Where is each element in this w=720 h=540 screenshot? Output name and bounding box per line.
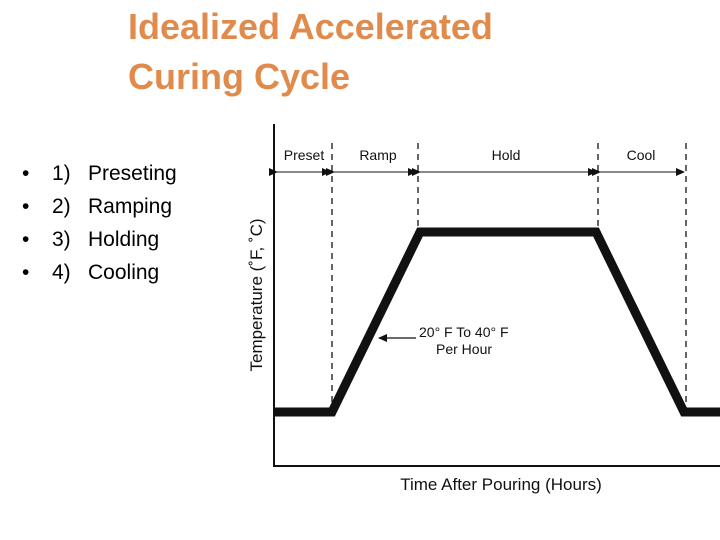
phase-label-cool: Cool — [627, 147, 656, 163]
curing-steps-list: • 1) Preseting • 2) Ramping • 3) Holding… — [22, 157, 177, 289]
curing-cycle-diagram: Preset Ramp Hold Cool 20° F To 40° F Per… — [247, 124, 720, 494]
step-number: 2) — [52, 195, 71, 218]
temperature-curve — [274, 227, 720, 417]
x-axis-label: Time After Pouring (Hours) — [400, 475, 602, 494]
phase-label-hold: Hold — [492, 147, 521, 163]
step-number: 3) — [52, 228, 71, 251]
phase-label-ramp: Ramp — [359, 147, 397, 163]
y-axis-label: Temperature (˚F, ˚C) — [247, 218, 266, 371]
ramp-rate-annotation: Per Hour — [436, 341, 492, 357]
ramp-rate-annotation: 20° F To 40° F — [419, 324, 509, 340]
step-label: Ramping — [88, 195, 173, 218]
step-number: 4) — [52, 261, 71, 284]
phase-label-preset: Preset — [284, 147, 325, 163]
title-line-2: Curing Cycle — [128, 56, 351, 97]
bullet-icon: • — [22, 195, 30, 218]
slide-title: Idealized Accelerated Curing Cycle — [128, 2, 493, 102]
bullet-icon: • — [22, 261, 30, 284]
list-item: • 1) Preseting — [22, 157, 177, 190]
step-label: Cooling — [88, 261, 160, 284]
list-item: • 3) Holding — [22, 223, 177, 256]
step-number: 1) — [52, 162, 71, 185]
list-item: • 4) Cooling — [22, 256, 177, 289]
step-label: Preseting — [88, 162, 177, 185]
title-line-1: Idealized Accelerated — [128, 6, 493, 47]
bullet-icon: • — [22, 228, 30, 251]
bullet-icon: • — [22, 162, 30, 185]
step-label: Holding — [88, 228, 160, 251]
list-item: • 2) Ramping — [22, 190, 177, 223]
